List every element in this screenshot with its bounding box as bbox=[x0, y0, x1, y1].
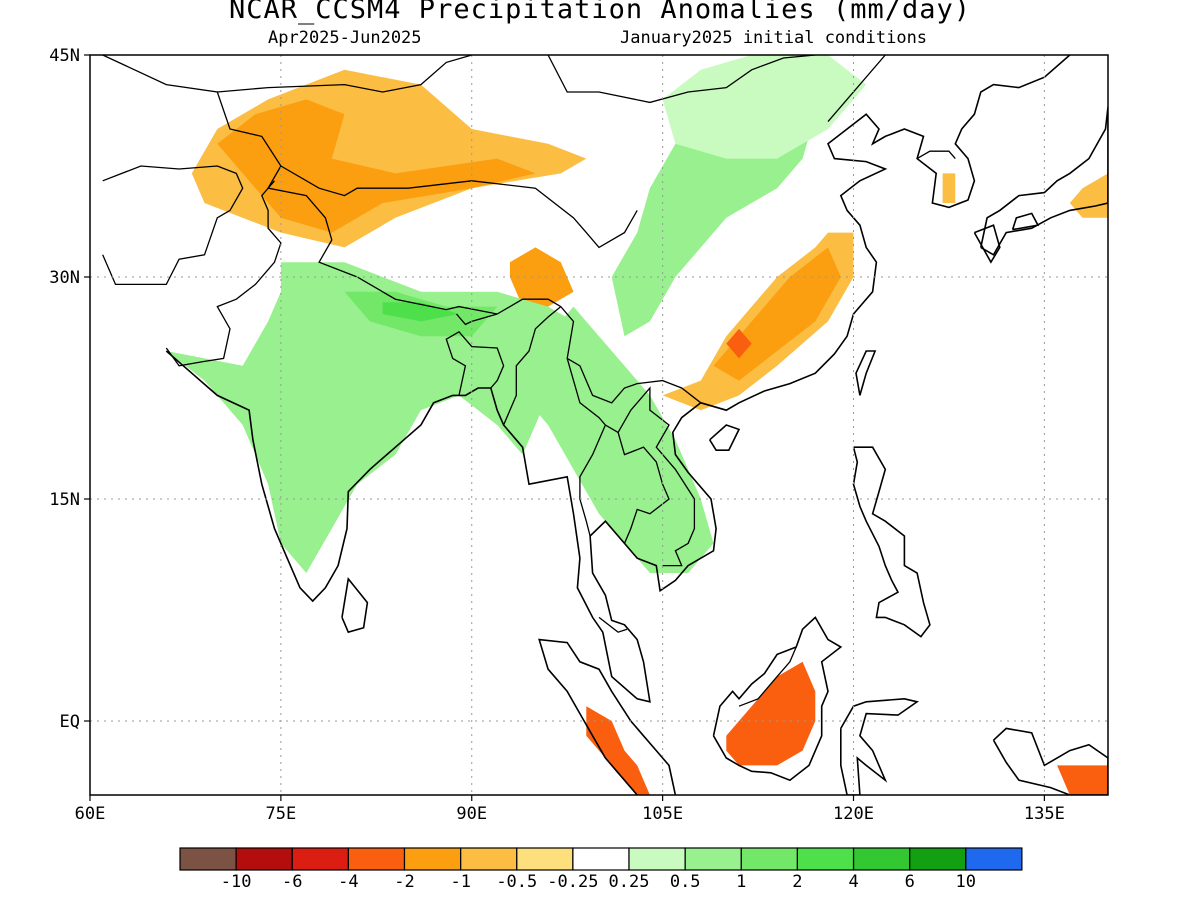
coastline bbox=[712, 616, 843, 782]
coastline bbox=[992, 727, 1108, 795]
anomaly-region bbox=[726, 661, 816, 766]
anomaly-shading bbox=[166, 55, 1108, 795]
colorbar-label: 6 bbox=[905, 872, 915, 892]
anomaly-region bbox=[509, 247, 574, 307]
coastline bbox=[165, 55, 1071, 703]
colorbar: -10 -6 -4 -2 -1 -0.5 -0.25 0.25 0.5 1 2 4 6 10 bbox=[179, 847, 1023, 892]
anomaly-region bbox=[1069, 173, 1108, 218]
anomaly-region bbox=[586, 706, 650, 795]
country-border bbox=[445, 330, 505, 396]
colorbar-swatch bbox=[684, 847, 742, 871]
coastline bbox=[980, 106, 1108, 256]
colorbar-swatch bbox=[291, 847, 349, 871]
coastlines bbox=[102, 55, 1108, 795]
anomaly-region bbox=[726, 328, 752, 359]
colorbar-label: 2 bbox=[792, 872, 802, 892]
lat-tick-label: 30N bbox=[49, 268, 80, 288]
anomaly-region bbox=[522, 306, 714, 573]
country-border bbox=[566, 358, 670, 544]
lat-tick-label: 15N bbox=[49, 490, 80, 510]
colorbar-swatch bbox=[909, 847, 967, 871]
map-title: NCAR_CCSM4 Precipitation Anomalies (mm/d… bbox=[229, 0, 971, 25]
colorbar-label: -10 bbox=[221, 872, 252, 892]
colorbar-label: 4 bbox=[848, 872, 858, 892]
anomaly-region bbox=[382, 302, 459, 322]
coastline bbox=[709, 424, 741, 452]
colorbar-label: 0.25 bbox=[609, 872, 650, 892]
colorbar-label: 0.5 bbox=[670, 872, 701, 892]
colorbar-label: 1 bbox=[736, 872, 746, 892]
colorbar-swatch bbox=[740, 847, 798, 871]
coastline bbox=[839, 697, 920, 795]
colorbar-swatch bbox=[179, 847, 237, 871]
colorbar-swatch bbox=[965, 847, 1023, 871]
country-border bbox=[217, 55, 472, 93]
lat-tick-label: 45N bbox=[49, 46, 80, 66]
anomaly-region bbox=[1057, 765, 1108, 795]
colorbar-swatch bbox=[235, 847, 293, 871]
colorbar-swatch bbox=[572, 847, 630, 871]
colorbar-swatch bbox=[460, 847, 518, 871]
country-border bbox=[102, 165, 244, 286]
coastline bbox=[973, 224, 1001, 264]
coastline bbox=[1011, 212, 1040, 231]
anomaly-region bbox=[942, 173, 956, 203]
country-border bbox=[617, 386, 696, 567]
lon-tick-label: 135E bbox=[1024, 804, 1065, 824]
forecast-period: Apr2025-Jun2025 bbox=[268, 28, 422, 48]
colorbar-label: 10 bbox=[956, 872, 976, 892]
country-border bbox=[280, 165, 638, 249]
country-border bbox=[579, 424, 606, 537]
lon-tick-label: 90E bbox=[456, 804, 487, 824]
country-border bbox=[738, 646, 797, 707]
colorbar-label: -4 bbox=[338, 872, 358, 892]
lon-tick-label: 75E bbox=[266, 804, 297, 824]
lat-tick-label: EQ bbox=[60, 712, 80, 732]
coastline bbox=[538, 638, 677, 795]
coastline bbox=[341, 577, 369, 634]
country-border bbox=[547, 55, 816, 104]
anomaly-region bbox=[662, 55, 867, 159]
colorbar-swatch bbox=[852, 847, 911, 871]
gridlines bbox=[90, 55, 1108, 795]
lon-tick-label: 120E bbox=[833, 804, 874, 824]
colorbar-label: -6 bbox=[282, 872, 302, 892]
initial-conditions-label: January2025 initial conditions bbox=[620, 28, 928, 48]
anomaly-region bbox=[217, 99, 536, 233]
colorbar-swatch bbox=[516, 847, 574, 871]
country-border bbox=[827, 55, 886, 123]
country-border bbox=[916, 150, 956, 160]
coastline bbox=[855, 350, 877, 396]
colorbar-label: -2 bbox=[394, 872, 414, 892]
axis-ticks: 60E 75E 90E 105E 120E 135E 45N 30N 15N EQ bbox=[49, 46, 1065, 824]
colorbar-swatch bbox=[796, 847, 855, 871]
map-frame bbox=[89, 54, 1109, 796]
lon-tick-label: 60E bbox=[75, 804, 106, 824]
colorbar-swatch bbox=[403, 847, 462, 871]
country-border bbox=[503, 306, 562, 426]
country-border bbox=[102, 55, 702, 404]
anomaly-region bbox=[166, 262, 574, 573]
colorbar-label: -1 bbox=[450, 872, 470, 892]
country-border bbox=[165, 180, 282, 367]
country-border bbox=[598, 616, 628, 633]
map-plot-area bbox=[90, 55, 1108, 795]
colorbar-swatch bbox=[628, 847, 686, 871]
colorbar-swatch bbox=[347, 847, 406, 871]
colorbar-label: -0.25 bbox=[547, 872, 598, 892]
country-border bbox=[456, 313, 498, 326]
colorbar-label: -0.5 bbox=[496, 872, 537, 892]
coastline bbox=[852, 446, 931, 638]
lon-tick-label: 105E bbox=[642, 804, 683, 824]
